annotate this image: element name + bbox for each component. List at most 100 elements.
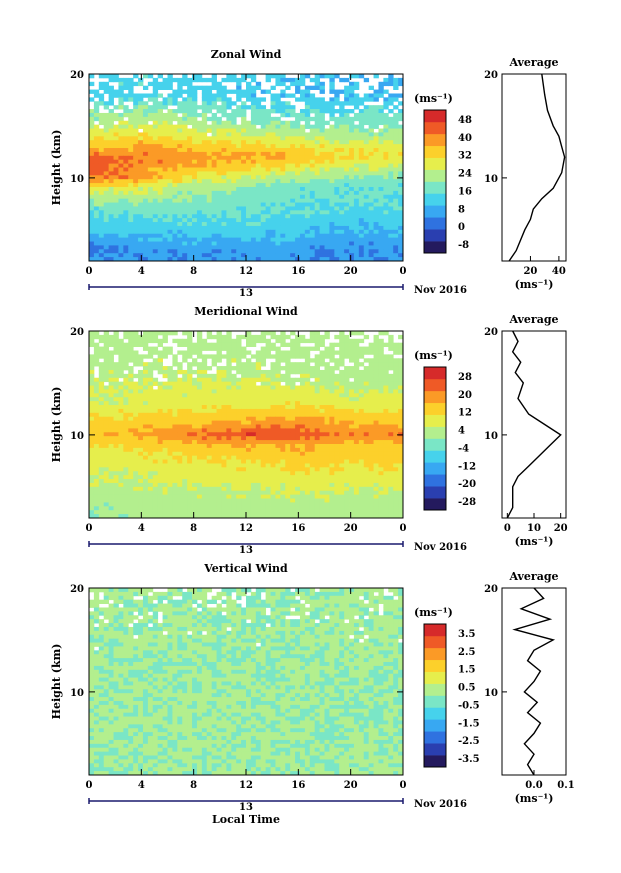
heatmap-cell [147, 186, 154, 192]
heatmap-cell [167, 140, 173, 145]
heatmap-cell [309, 128, 316, 133]
heatmap-cell [142, 463, 149, 468]
heatmap-cell [344, 463, 350, 468]
heatmap-cell [299, 257, 306, 262]
heatmap-cell [388, 163, 394, 168]
heatmap-cell [329, 420, 335, 425]
heatmap-cell [275, 116, 281, 122]
heatmap-cell [89, 257, 95, 262]
heatmap-cell [290, 369, 296, 375]
heatmap-cell [152, 362, 159, 367]
heatmap-cell [133, 163, 139, 168]
heatmap-cell [344, 412, 350, 418]
heatmap-cell [339, 116, 345, 122]
heatmap-cell [157, 408, 163, 414]
heatmap-cell [280, 420, 286, 425]
heatmap-cell [393, 190, 399, 196]
heatmap-cell [275, 148, 281, 153]
heatmap-cell [93, 257, 100, 262]
heatmap-cell [201, 214, 208, 219]
heatmap-cell [383, 175, 389, 180]
heatmap-cell [123, 186, 129, 192]
heatmap-cell [167, 440, 173, 445]
heatmap-cell [147, 183, 154, 188]
heatmap-cell [270, 459, 276, 464]
heatmap-cell [118, 455, 124, 460]
heatmap-cell [368, 373, 374, 379]
heatmap-cell [133, 167, 139, 172]
heatmap-cell [393, 136, 399, 141]
heatmap-cell [398, 408, 404, 414]
heatmap-cell [113, 222, 119, 227]
heatmap-cell [324, 140, 330, 145]
heatmap-cell [250, 190, 257, 196]
heatmap-cell [211, 186, 217, 192]
heatmap-cell [241, 257, 247, 262]
heatmap-cell [334, 350, 340, 355]
heatmap-cell [241, 218, 247, 223]
heatmap-cell [123, 436, 129, 441]
heatmap-cell [172, 253, 178, 258]
average-x-tick-label: 40 [552, 266, 566, 277]
heatmap-cell [314, 140, 320, 145]
heatmap-cell [108, 350, 114, 355]
heatmap-cell [358, 412, 365, 418]
heatmap-cell [201, 338, 208, 344]
heatmap-cell [255, 225, 262, 231]
heatmap-cell [162, 416, 168, 422]
heatmap-cell [324, 74, 330, 79]
heatmap-cell [246, 245, 252, 250]
heatmap-cell [265, 202, 271, 207]
heatmap-cell [353, 171, 360, 176]
heatmap-cell [275, 151, 281, 157]
heatmap-cell [167, 249, 173, 254]
heatmap-cell [314, 432, 320, 437]
heatmap-cell [147, 377, 154, 383]
heatmap-cell [98, 85, 105, 90]
heatmap-cell [388, 93, 394, 98]
heatmap-cell [187, 222, 193, 227]
heatmap-cell [349, 225, 355, 231]
heatmap-cell [128, 455, 134, 460]
heatmap-cell [93, 194, 100, 200]
heatmap-cell [152, 253, 159, 258]
heatmap-cell [123, 222, 129, 227]
heatmap-cell [152, 463, 159, 468]
heatmap-cell [192, 451, 198, 457]
heatmap-cell [206, 377, 213, 383]
heatmap-cell [319, 416, 325, 422]
heatmap-cell [98, 467, 105, 472]
heatmap-cell [383, 225, 389, 231]
heatmap-cell [201, 436, 208, 441]
heatmap-cell [103, 436, 110, 441]
heatmap-cell [182, 218, 188, 223]
heatmap-cell [162, 140, 168, 145]
heatmap-cell [89, 412, 95, 418]
heatmap-cell [236, 451, 242, 457]
heatmap-cell [142, 194, 149, 200]
heatmap-cell [314, 354, 320, 359]
heatmap-cell [353, 346, 360, 351]
heatmap-cell [344, 397, 350, 402]
heatmap-cell [206, 144, 213, 149]
heatmap-cell [246, 393, 252, 398]
heatmap-cell [98, 377, 105, 383]
heatmap-cell [231, 428, 237, 433]
heatmap-cell [265, 354, 271, 359]
heatmap-cell [334, 443, 340, 449]
heatmap-cell [113, 206, 119, 211]
heatmap-cell [339, 358, 345, 363]
heatmap-cell [196, 202, 203, 207]
heatmap-cell [393, 210, 399, 215]
heatmap-cell [334, 436, 340, 441]
heatmap-cell [319, 393, 325, 398]
heatmap-cell [167, 416, 173, 422]
heatmap-cell [196, 249, 203, 254]
heatmap-cell [246, 183, 252, 188]
heatmap-cell [344, 229, 350, 235]
heatmap-cell [182, 77, 188, 83]
heatmap-cell [383, 342, 389, 347]
heatmap-cell [270, 93, 276, 98]
heatmap-cell [280, 358, 286, 363]
heatmap-cell [275, 424, 281, 429]
